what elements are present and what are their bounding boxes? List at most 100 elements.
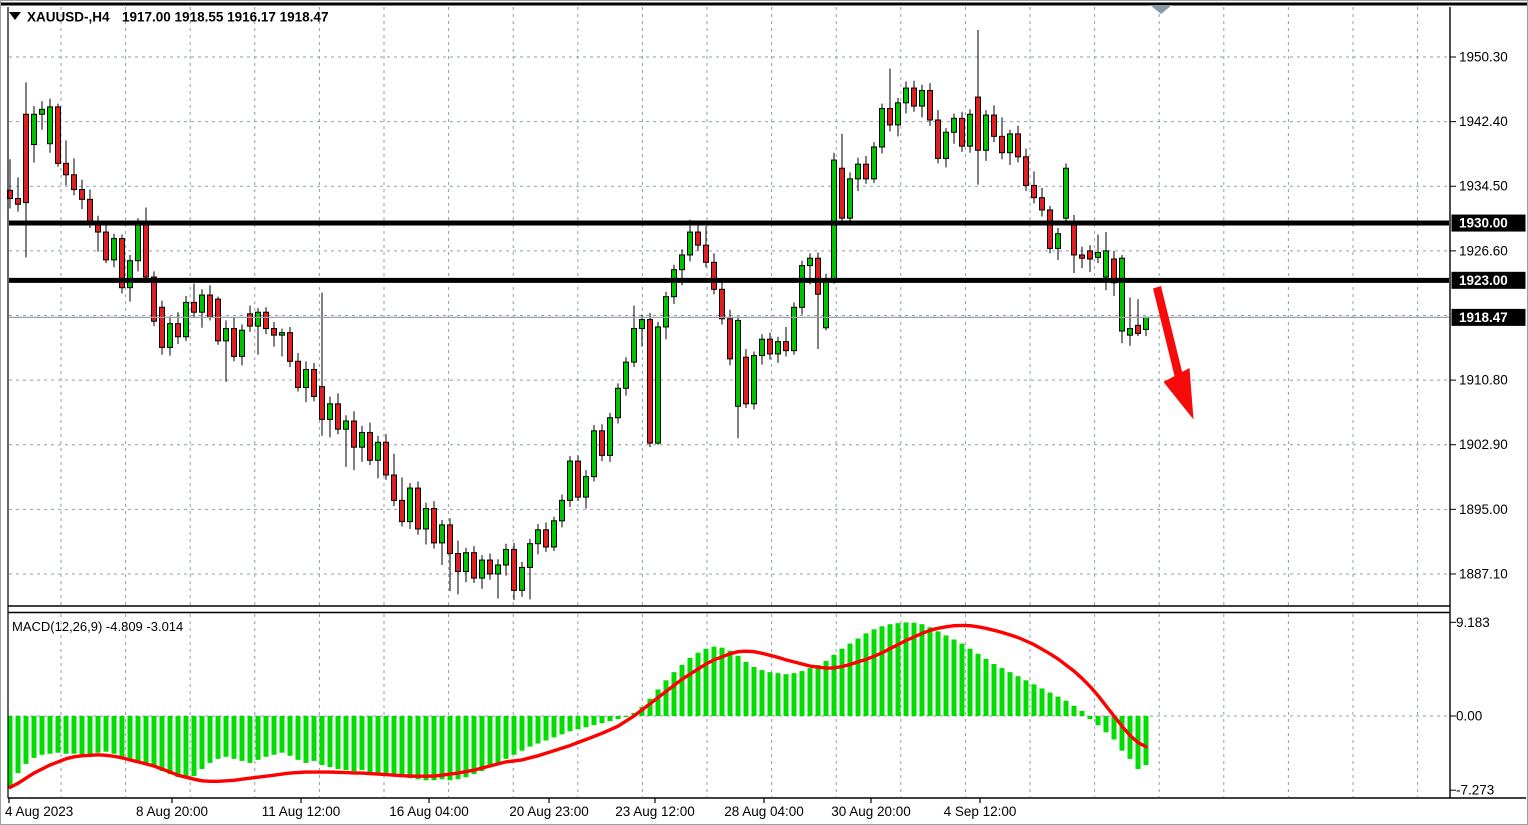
bear-candle [1023,156,1029,186]
macd-histogram-bar [119,716,125,757]
bear-candle [335,403,341,430]
macd-histogram-bar [47,716,53,754]
bull-candle [407,487,413,523]
axes[interactable]: 1950.30 1942.40 1934.50 1926.60 1910.80 1902.… [5,50,1526,820]
macd-histogram-bar [575,716,581,730]
bear-candle [215,298,221,342]
macd-indicator [7,622,1149,790]
bear-candle [767,338,773,355]
bear-candle [295,360,301,388]
macd-histogram-bar [231,716,237,759]
bull-candle [503,548,509,566]
price-flag-label: 1930.00 [1459,216,1508,231]
bear-candle [55,106,61,164]
macd-histogram-bar [543,716,549,741]
macd-histogram-bar [903,622,909,716]
macd-histogram-bar [255,716,261,760]
bearish-projection-arrow[interactable] [1153,286,1194,420]
macd-histogram-bar [199,716,205,770]
macd-histogram-bar [463,716,469,778]
bull-candle [799,265,805,308]
macd-histogram-bar [39,716,45,755]
bull-candle [847,178,853,219]
price-tick-label: 1895.00 [1459,502,1508,517]
bear-candle [391,474,397,501]
macd-histogram-bar [711,646,717,716]
macd-histogram-bar [1015,676,1021,716]
bear-candle [999,135,1005,154]
bear-candle [71,174,77,191]
chart-objects[interactable] [9,220,1449,420]
bear-candle [399,499,405,523]
macd-histogram-bar [551,716,557,738]
bull-candle [527,543,533,568]
macd-histogram-bar [303,716,309,763]
bear-candle [263,311,269,330]
bull-candle [31,113,37,146]
macd-histogram-bar [743,661,749,716]
bull-candle [239,329,245,357]
macd-histogram-bar [671,672,677,716]
macd-histogram-bar [679,665,685,716]
macd-histogram-bar [983,658,989,716]
macd-histogram-bar [479,716,485,772]
macd-histogram-bar [839,648,845,716]
bull-candle [775,341,781,355]
macd-histogram-bar [447,716,453,781]
price-tick-label: 1887.10 [1459,566,1508,581]
bear-candle [703,244,709,263]
ohlc-readout: 1917.00 1918.55 1916.17 1918.47 [122,10,328,25]
macd-histogram-bar [351,716,357,772]
time-tick-label: 4 Sep 12:00 [944,804,1017,819]
macd-histogram-bar [991,663,997,716]
macd-histogram-bar [1039,688,1045,716]
macd-histogram-bar [167,716,173,775]
bull-candle [983,114,989,151]
macd-histogram-bar [583,716,589,728]
macd-histogram-bar [367,716,373,773]
bull-candle [943,131,949,159]
symbol-dropdown-icon[interactable] [9,12,21,20]
bear-candle [191,301,197,313]
bull-candle [687,231,693,256]
bull-candle [823,279,829,329]
bull-candle [303,368,309,388]
symbol-period-label: XAUUSD-,H4 [27,10,110,25]
macd-histogram-bar [951,639,957,716]
bull-candle [343,420,349,430]
macd-histogram-bar [239,716,245,761]
macd-histogram-bar [663,680,669,716]
bear-candle [119,238,125,289]
macd-histogram-bar [1095,716,1101,726]
bull-candle [551,520,557,548]
macd-histogram-bar [695,652,701,716]
macd-histogram-bar [615,716,621,720]
macd-tick-label: 9.183 [1456,615,1490,630]
bull-candle [535,529,541,545]
chart-shift-marker-icon[interactable] [1150,5,1172,14]
bull-candle [639,319,645,330]
macd-histogram-bar [319,716,325,765]
bear-candle [287,332,293,362]
macd-histogram-bar [407,716,413,779]
bull-candle [1055,233,1061,249]
macd-histogram-bar [495,716,501,763]
macd-histogram-bar [855,638,861,716]
macd-histogram-bar [279,716,285,753]
price-tick-label: 1950.30 [1459,50,1508,65]
macd-histogram-bar [943,635,949,716]
macd-histogram-bar [1055,696,1061,716]
macd-histogram-bar [567,716,573,732]
macd-histogram-bar [935,631,941,716]
price-flag [1451,271,1526,289]
bear-candle [743,356,749,405]
macd-histogram-bar [911,622,917,716]
macd-histogram-bar [887,624,893,716]
bull-candle [519,566,525,591]
bear-candle [647,319,653,444]
price-tick-label: 1934.50 [1459,179,1508,194]
bear-candle [839,167,845,219]
macd-histogram-bar [311,716,317,761]
bull-candle [495,564,501,575]
